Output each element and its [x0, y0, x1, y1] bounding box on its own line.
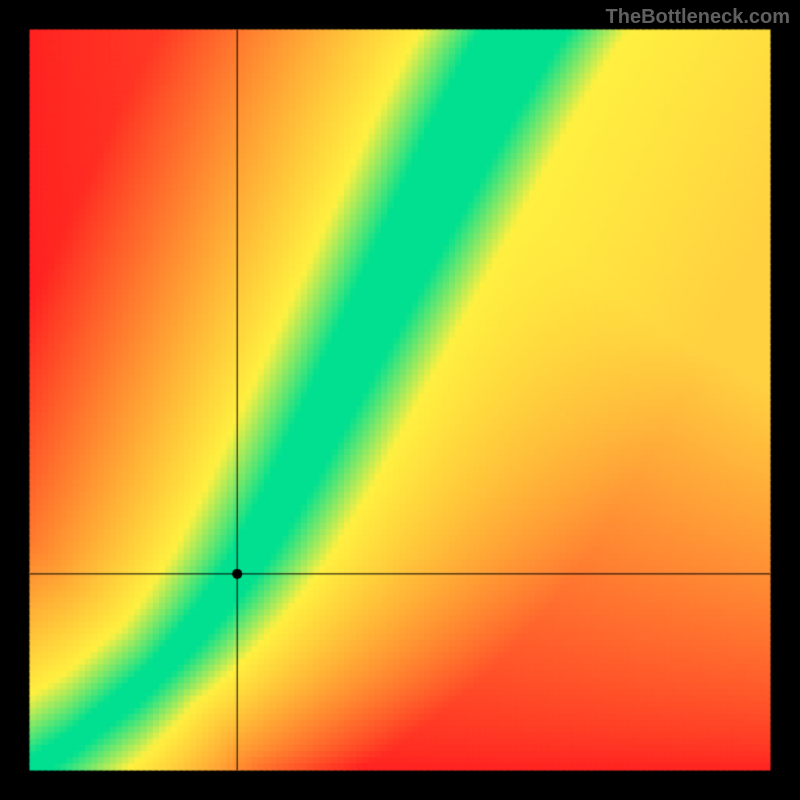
chart-container: TheBottleneck.com [0, 0, 800, 800]
bottleneck-heatmap [0, 0, 800, 800]
watermark-text: TheBottleneck.com [606, 6, 790, 29]
